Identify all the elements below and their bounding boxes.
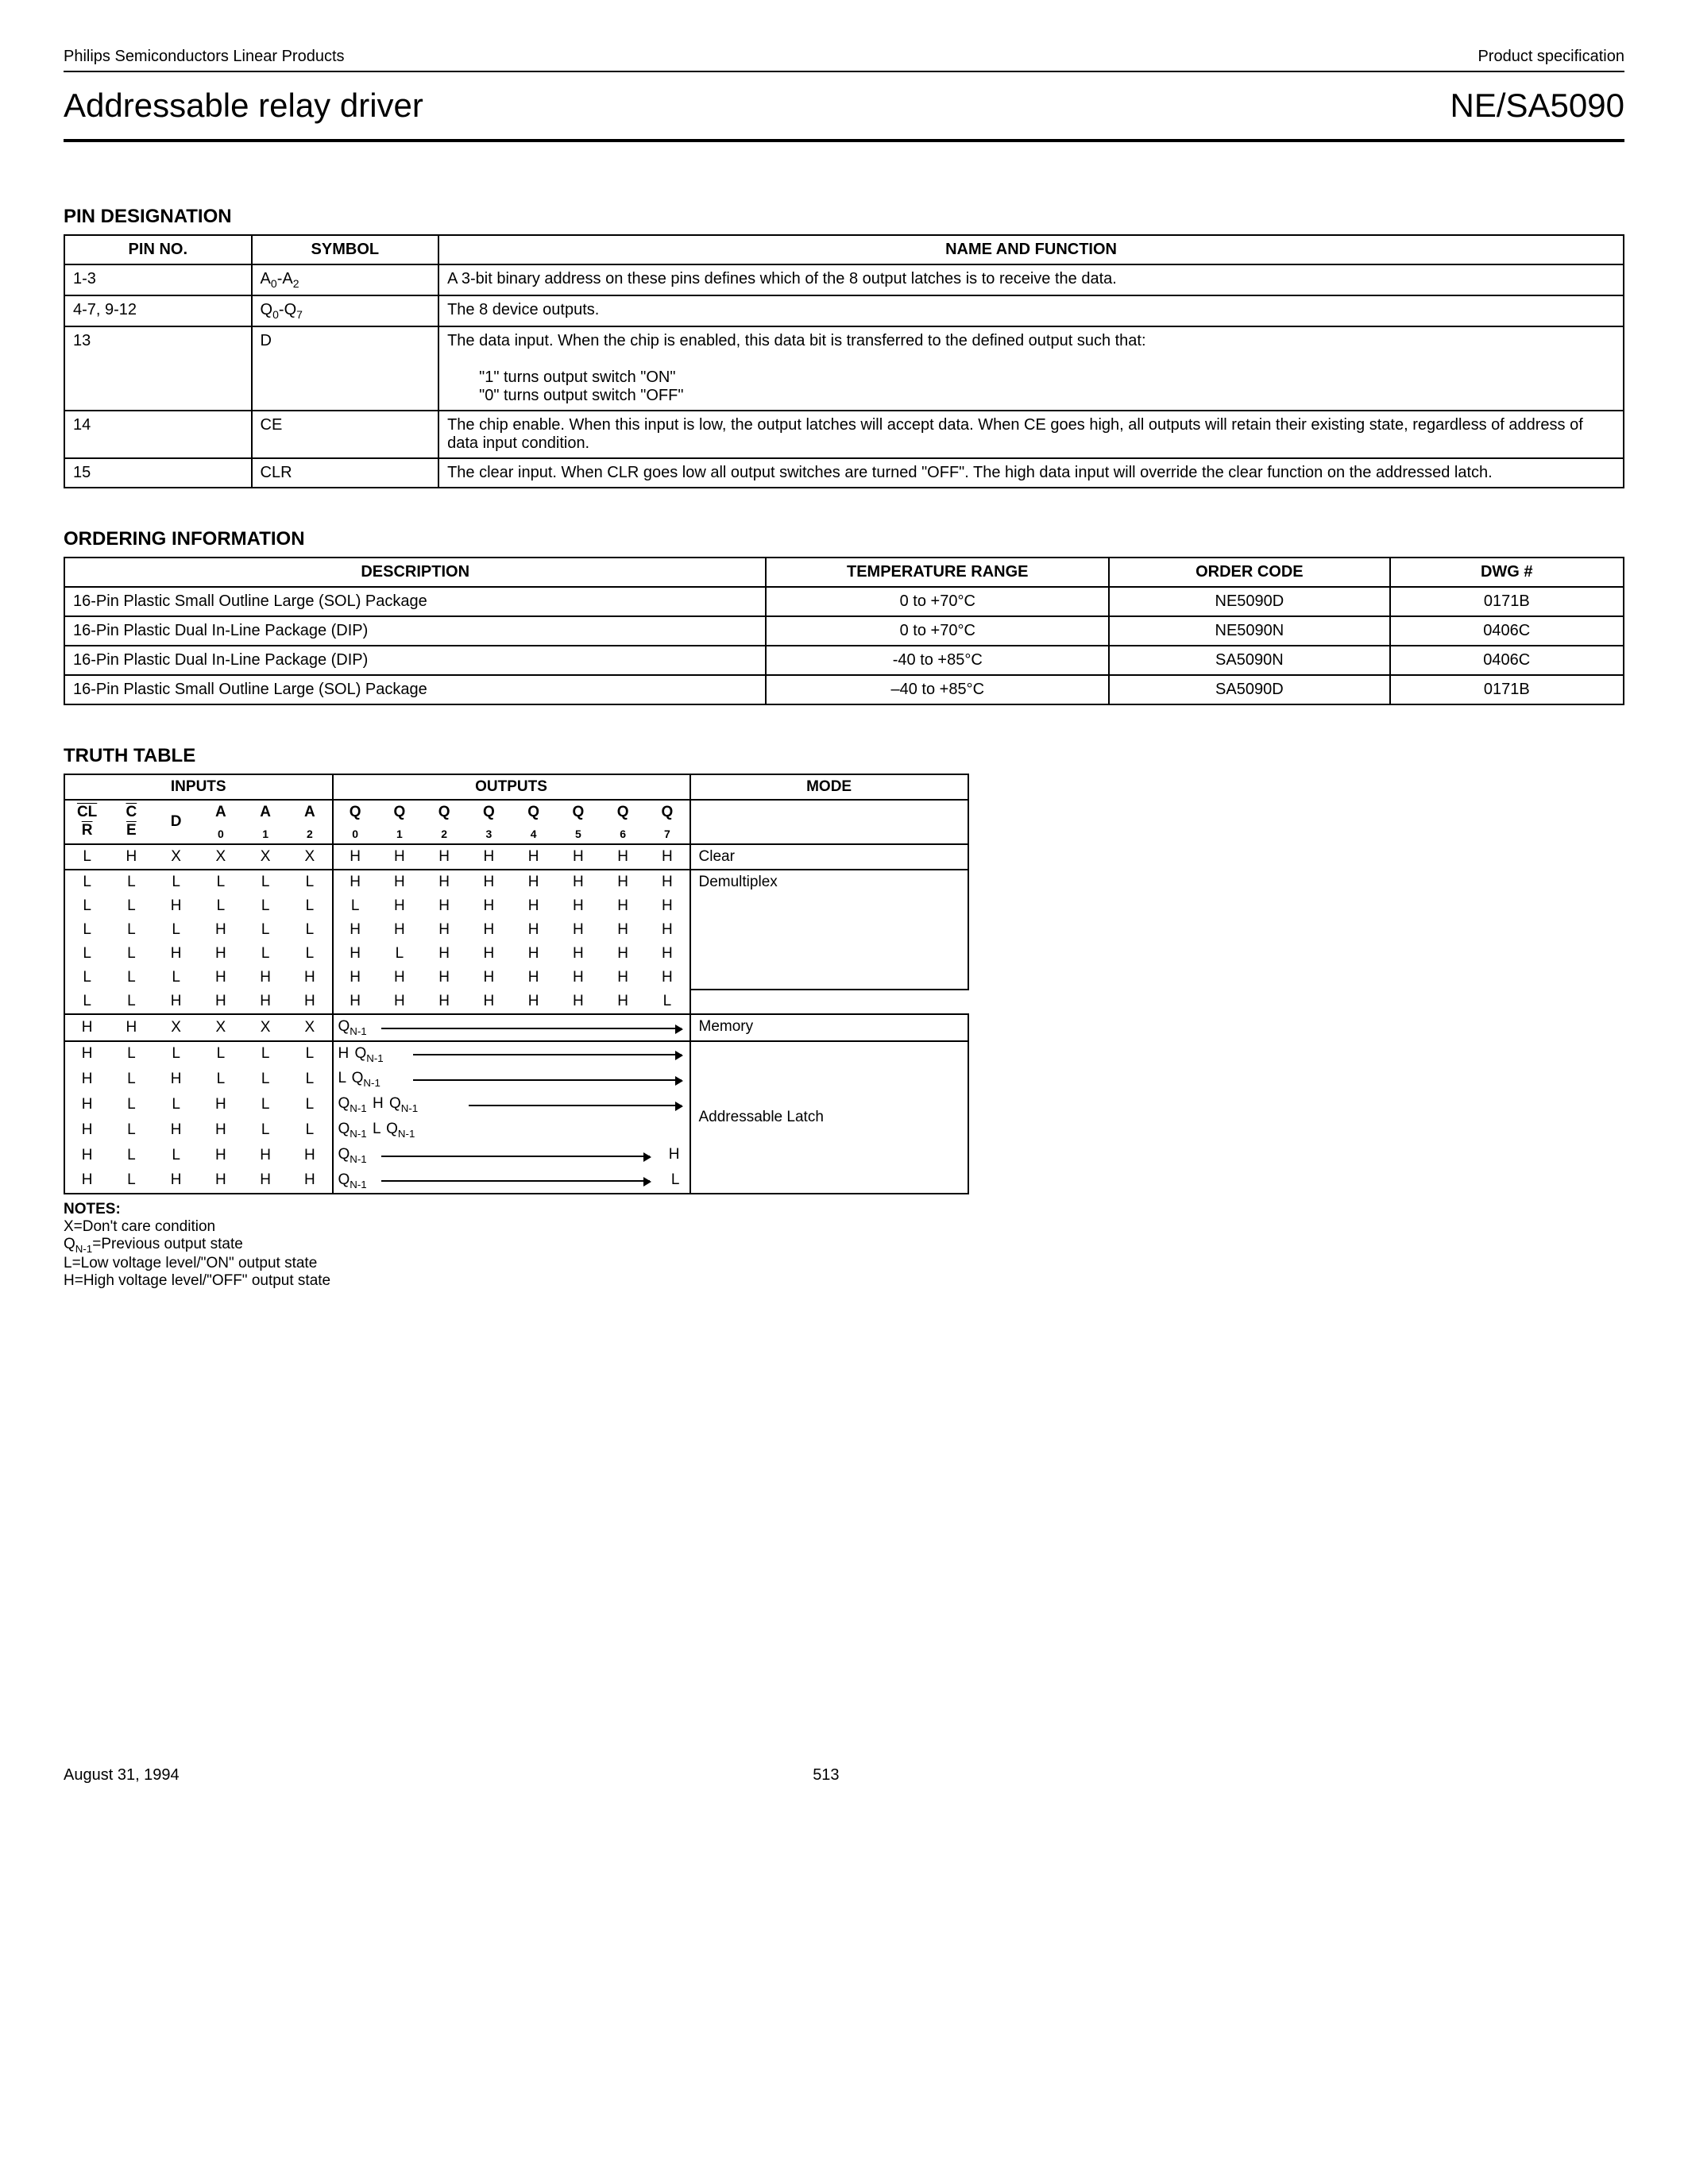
table-row: 13DThe data input. When the chip is enab… xyxy=(64,326,1624,411)
header-bar: Philips Semiconductors Linear Products P… xyxy=(64,48,1624,72)
section-ordering: ORDERING INFORMATION xyxy=(64,528,1624,550)
table-row: 15CLRThe clear input. When CLR goes low … xyxy=(64,458,1624,488)
table-row: 16-Pin Plastic Dual In-Line Package (DIP… xyxy=(64,646,1624,675)
ordering-table: DESCRIPTIONTEMPERATURE RANGEORDER CODEDW… xyxy=(64,557,1624,705)
table-row: 16-Pin Plastic Dual In-Line Package (DIP… xyxy=(64,616,1624,646)
pin-designation-table: PIN NO.SYMBOLNAME AND FUNCTION 1-3A0-A2A… xyxy=(64,234,1624,488)
footer-page: 513 xyxy=(813,1766,839,1785)
table-row: HLLLLL H QN-1Addressable Latch xyxy=(64,1041,968,1067)
table-row: 16-Pin Plastic Small Outline Large (SOL)… xyxy=(64,587,1624,616)
spec-line: Product specification xyxy=(1477,48,1624,66)
table-row: HHXXXXQN-1Memory xyxy=(64,1014,968,1041)
table-row: 16-Pin Plastic Small Outline Large (SOL)… xyxy=(64,675,1624,704)
table-row: 14CEThe chip enable. When this input is … xyxy=(64,411,1624,458)
company-line: Philips Semiconductors Linear Products xyxy=(64,48,345,66)
table-row: LLHHHHHHHHHHHL xyxy=(64,990,968,1014)
truth-table: INPUTSOUTPUTSMODECLRCEDA0A1A2Q0Q1Q2Q3Q4Q… xyxy=(64,774,969,1194)
title-bar: Addressable relay driver NE/SA5090 xyxy=(64,87,1624,142)
table-header: TEMPERATURE RANGE xyxy=(766,558,1109,587)
table-header: ORDER CODE xyxy=(1109,558,1389,587)
table-header: PIN NO. xyxy=(64,235,252,264)
truth-notes: NOTES: X=Don't care conditionQN-1=Previo… xyxy=(64,1201,1624,1290)
section-truth: TRUTH TABLE xyxy=(64,745,1624,767)
table-header: DESCRIPTION xyxy=(64,558,766,587)
table-header: SYMBOL xyxy=(252,235,439,264)
table-row: 1-3A0-A2A 3-bit binary address on these … xyxy=(64,264,1624,295)
table-header: DWG # xyxy=(1390,558,1624,587)
table-row: LLLLLLHHHHHHHHDemultiplex xyxy=(64,870,968,894)
section-pin-designation: PIN DESIGNATION xyxy=(64,206,1624,228)
footer: August 31, 1994 513 xyxy=(64,1766,1624,1785)
part-number: NE/SA5090 xyxy=(1450,87,1624,125)
doc-title: Addressable relay driver xyxy=(64,87,423,125)
footer-date: August 31, 1994 xyxy=(64,1766,813,1785)
table-row: LHXXXXHHHHHHHHClear xyxy=(64,844,968,870)
table-row: 4-7, 9-12Q0-Q7The 8 device outputs. xyxy=(64,295,1624,326)
table-header: NAME AND FUNCTION xyxy=(438,235,1624,264)
